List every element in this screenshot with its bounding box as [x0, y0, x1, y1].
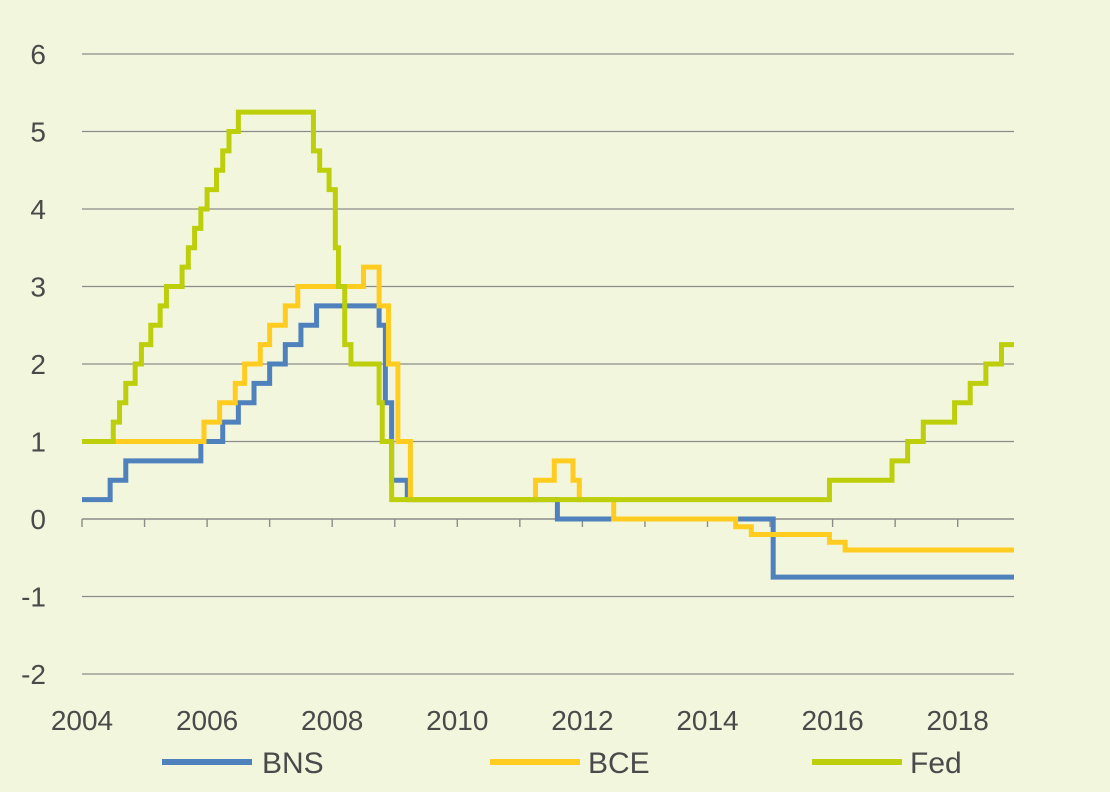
series-line-fed	[82, 109, 1014, 503]
legend-label-bns: BNS	[262, 747, 324, 780]
x-tick-label: 2004	[51, 705, 113, 736]
y-tick-label: -2	[21, 659, 46, 690]
y-tick-label: 6	[30, 39, 46, 70]
y-tick-label: 1	[30, 427, 46, 458]
series-lines	[82, 109, 1014, 580]
legend-label-bce: BCE	[588, 747, 650, 780]
x-tick-label: 2018	[927, 705, 989, 736]
y-tick-label: 2	[30, 349, 46, 380]
x-tick-label: 2010	[426, 705, 488, 736]
x-tick-label: 2006	[176, 705, 238, 736]
x-tick-label: 2008	[301, 705, 363, 736]
x-tick-label: 2016	[801, 705, 863, 736]
y-tick-label: 0	[30, 504, 46, 535]
series-line-bns	[82, 303, 1014, 580]
gridlines	[82, 53, 1014, 675]
legend-label-fed: Fed	[910, 747, 962, 780]
y-tick-label: 4	[30, 194, 46, 225]
y-tick-label: -1	[21, 582, 46, 613]
series-line-bce	[82, 264, 1014, 553]
y-tick-label: 3	[30, 272, 46, 303]
x-tick-label: 2014	[676, 705, 738, 736]
y-tick-label: 5	[30, 117, 46, 148]
axes: -2 -1 0 1 2 3 4 5 6 2004 2006 2008 2010 2012 2014 2016 2…	[21, 39, 1014, 736]
x-tick-label: 2012	[551, 705, 613, 736]
legend: BNS BCE Fed	[162, 747, 962, 780]
